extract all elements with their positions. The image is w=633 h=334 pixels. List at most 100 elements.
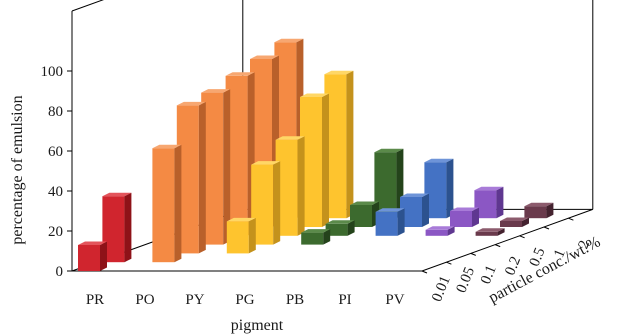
- y-tick-label: 60: [48, 144, 63, 160]
- bar-front: [176, 105, 199, 254]
- bar-front: [350, 205, 372, 227]
- y-tick-label: 0: [56, 264, 64, 280]
- bar-side: [174, 144, 182, 263]
- bar-top: [524, 202, 554, 207]
- bar-front: [152, 148, 175, 263]
- bar: [176, 101, 206, 254]
- bar-top: [301, 229, 331, 233]
- bar-front: [325, 223, 348, 236]
- bar: [152, 144, 182, 263]
- x-tick-label: PB: [286, 292, 304, 308]
- bar-top: [251, 161, 281, 165]
- bar: [500, 217, 529, 227]
- bar-top: [475, 228, 505, 232]
- bar: [325, 220, 355, 236]
- bar-top: [325, 220, 355, 224]
- x-tick-label: PY: [185, 292, 204, 308]
- bar: [226, 217, 256, 254]
- bar: [275, 136, 305, 236]
- z-tick-mark: [421, 270, 428, 274]
- bar-top: [374, 148, 404, 153]
- bar-top: [300, 93, 329, 97]
- x-tick-label: PI: [338, 292, 351, 308]
- x-axis-title: pigment: [231, 317, 284, 334]
- bar: [300, 93, 329, 227]
- y-tick-label: 80: [48, 104, 63, 120]
- bar-side: [522, 217, 529, 227]
- bar-front: [78, 245, 100, 271]
- bar-top: [450, 207, 479, 211]
- bar-front: [301, 232, 324, 245]
- bar-side: [322, 93, 329, 227]
- bar: [450, 207, 479, 227]
- y-axis-title: percentage of emulsion: [9, 95, 26, 244]
- z-tick-mark: [495, 244, 501, 248]
- bar: [301, 229, 331, 245]
- bar-top: [474, 186, 504, 191]
- bar-side: [422, 193, 429, 227]
- bar-top: [78, 241, 107, 245]
- bar-front: [201, 92, 224, 245]
- z-tick-label: 0.1: [478, 263, 500, 286]
- z-tick-mark: [519, 235, 525, 239]
- x-tick-label: PG: [235, 292, 254, 308]
- bar-top: [424, 158, 454, 163]
- bar-top: [201, 89, 231, 93]
- bar-side: [472, 207, 479, 227]
- bar: [400, 193, 429, 227]
- x-tick-label: PV: [385, 292, 404, 308]
- bar-top: [350, 201, 379, 205]
- x-tick-label: PO: [135, 292, 154, 308]
- bar-front: [425, 229, 448, 236]
- bar-front: [275, 139, 298, 236]
- bar: [424, 158, 454, 219]
- bar-top: [176, 101, 206, 106]
- bar: [474, 186, 504, 219]
- wall-top-edge: [71, 0, 104, 12]
- bar-side: [346, 70, 354, 219]
- bar-side: [446, 158, 454, 219]
- z-tick-mark: [446, 261, 452, 265]
- bar-front: [374, 152, 397, 219]
- bar-front: [300, 97, 322, 227]
- bar-top: [226, 217, 256, 222]
- z-tick-mark: [543, 226, 550, 230]
- bar: [524, 202, 554, 219]
- bar-front: [450, 211, 472, 227]
- bar: [251, 161, 281, 245]
- x-tick-label: PR: [86, 292, 104, 308]
- bar-side: [497, 228, 505, 236]
- bar-side: [347, 220, 355, 236]
- bar-front: [225, 75, 248, 236]
- bar-side: [297, 136, 305, 236]
- bar-top: [324, 70, 354, 75]
- bar-front: [226, 221, 249, 254]
- bar-top: [275, 136, 305, 140]
- y-tick-label: 20: [48, 224, 63, 240]
- bar-front: [475, 231, 498, 236]
- bar-front: [400, 197, 422, 227]
- bar-top: [500, 217, 529, 221]
- bar-top: [152, 144, 182, 149]
- bar-top: [400, 193, 429, 197]
- y-tick-label: 40: [48, 184, 63, 200]
- bar-front: [524, 206, 547, 219]
- bar-side: [198, 101, 206, 254]
- bar-side: [496, 186, 504, 219]
- bar-side: [397, 208, 405, 236]
- bar-side: [100, 241, 107, 271]
- bar-top: [274, 38, 304, 43]
- z-tick-mark: [568, 217, 574, 221]
- bar: [201, 89, 231, 245]
- bar-front: [474, 190, 497, 219]
- bar-front: [375, 211, 398, 236]
- bar-side: [124, 192, 132, 263]
- z-tick-mark: [470, 252, 476, 256]
- bar-top: [250, 55, 279, 59]
- bar: [425, 226, 455, 236]
- bar-side: [447, 226, 455, 236]
- bar: [102, 192, 132, 263]
- bar: [475, 228, 505, 236]
- bar: [225, 72, 255, 236]
